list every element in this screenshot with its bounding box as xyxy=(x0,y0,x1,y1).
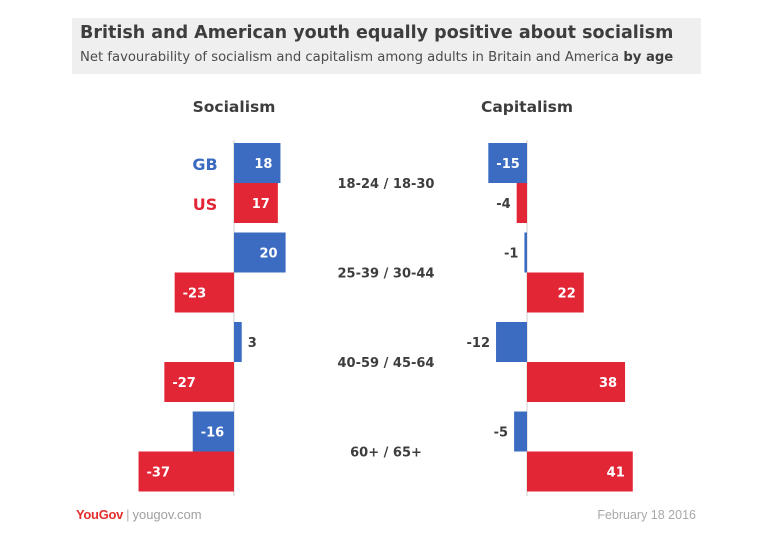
footer-date: February 18 2016 xyxy=(597,508,696,522)
chart-header: British and American youth equally posit… xyxy=(72,18,701,74)
bar-capitalism-gb-2 xyxy=(496,322,527,362)
chart-subtitle: Net favourability of socialism and capit… xyxy=(80,50,673,65)
subtitle-bold: by age xyxy=(623,50,674,65)
footer-separator: | xyxy=(126,507,130,522)
value-label-socialism-gb-1: 20 xyxy=(260,247,278,262)
value-label-capitalism-us-0: -4 xyxy=(496,197,510,212)
footer-brand: YouGov | yougov.com xyxy=(76,507,202,522)
value-label-socialism-gb-2: 3 xyxy=(248,336,257,351)
category-label-1: 25-39 / 30-44 xyxy=(338,267,435,282)
value-label-socialism-us-0: 17 xyxy=(252,197,270,212)
value-label-socialism-us-3: -37 xyxy=(147,466,171,481)
bar-socialism-gb-1 xyxy=(234,232,286,273)
value-label-socialism-us-2: -27 xyxy=(172,376,196,391)
yougov-logo: YouGov xyxy=(76,507,124,522)
value-label-capitalism-gb-0: -15 xyxy=(496,157,520,172)
bar-socialism-gb-3 xyxy=(192,411,234,452)
bar-socialism-us-3 xyxy=(138,451,234,492)
bar-socialism-us-2 xyxy=(164,362,234,402)
value-label-capitalism-gb-3: -5 xyxy=(494,426,508,441)
value-label-capitalism-us-1: 22 xyxy=(558,287,576,302)
bar-capitalism-gb-1 xyxy=(524,232,527,273)
category-label-2: 40-59 / 45-64 xyxy=(338,356,435,371)
bar-capitalism-gb-3 xyxy=(514,411,527,452)
value-label-socialism-gb-3: -16 xyxy=(201,426,225,441)
bar-socialism-us-0 xyxy=(234,183,278,223)
value-label-socialism-gb-0: 18 xyxy=(254,157,272,172)
category-label-3: 60+ / 65+ xyxy=(350,446,422,461)
category-label-0: 18-24 / 18-30 xyxy=(338,177,435,192)
panel-title-socialism: Socialism xyxy=(193,98,276,116)
legend-us: US xyxy=(193,195,218,214)
legend-gb: GB xyxy=(192,155,217,174)
subtitle-main: Net favourability of socialism and capit… xyxy=(80,50,620,65)
bar-socialism-gb-2 xyxy=(234,322,242,362)
bar-capitalism-us-1 xyxy=(527,272,584,313)
bar-capitalism-gb-0 xyxy=(488,143,527,183)
chart-title: British and American youth equally posit… xyxy=(80,23,674,43)
value-label-capitalism-us-3: 41 xyxy=(607,466,625,481)
bar-capitalism-us-0 xyxy=(516,183,527,223)
value-label-socialism-us-1: -23 xyxy=(183,287,207,302)
footer-site: yougov.com xyxy=(132,507,202,522)
value-label-capitalism-us-2: 38 xyxy=(599,376,617,391)
bar-socialism-gb-0 xyxy=(234,143,281,183)
bar-capitalism-us-2 xyxy=(527,362,626,402)
panel-title-capitalism: Capitalism xyxy=(481,98,573,116)
bar-capitalism-us-3 xyxy=(527,451,633,492)
value-label-capitalism-gb-2: -12 xyxy=(467,336,491,351)
value-label-capitalism-gb-1: -1 xyxy=(504,247,518,262)
bar-socialism-us-1 xyxy=(174,272,234,313)
